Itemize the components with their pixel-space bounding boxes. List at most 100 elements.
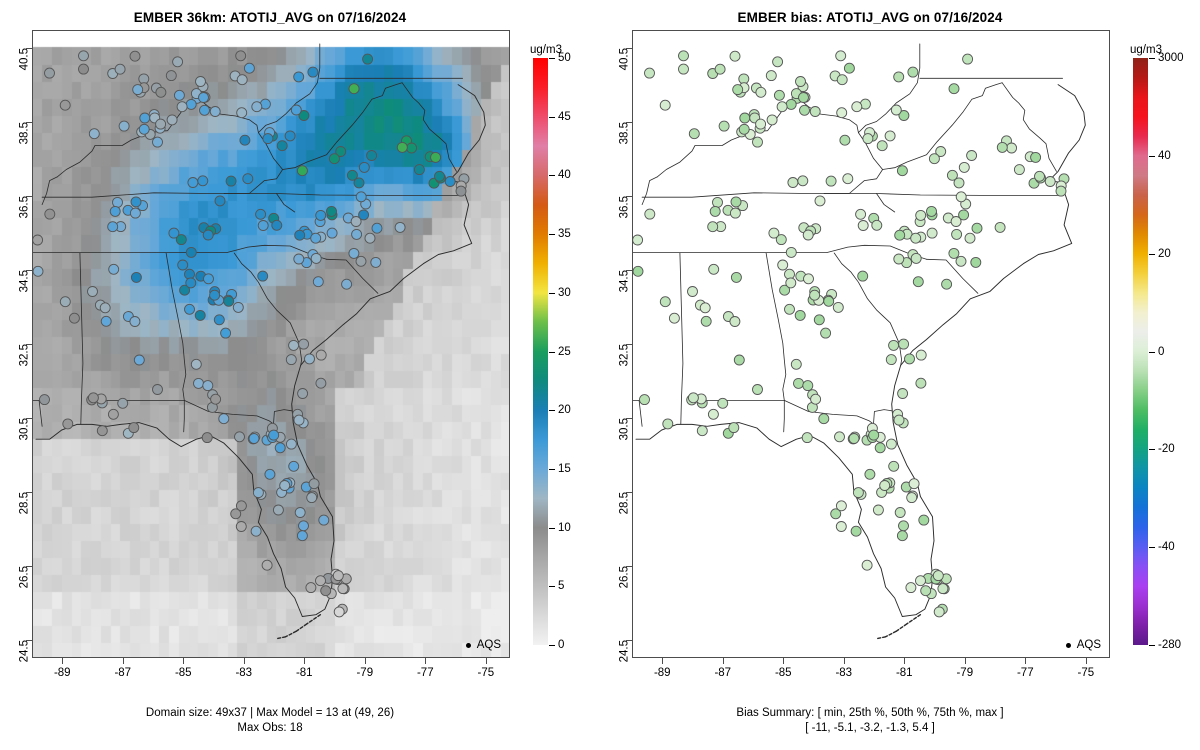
bias-plot-area[interactable]: AQS bbox=[632, 30, 1110, 658]
aqs-bias-marker[interactable] bbox=[851, 101, 863, 113]
aqs-bias-marker[interactable] bbox=[777, 259, 789, 271]
aqs-site-marker[interactable] bbox=[232, 301, 244, 313]
aqs-bias-marker[interactable] bbox=[872, 504, 884, 516]
aqs-site-marker[interactable] bbox=[335, 146, 347, 157]
aqs-site-marker[interactable] bbox=[297, 388, 309, 399]
aqs-bias-marker[interactable] bbox=[730, 271, 742, 283]
aqs-bias-marker[interactable] bbox=[907, 66, 919, 78]
aqs-site-marker[interactable] bbox=[39, 394, 50, 406]
aqs-site-marker[interactable] bbox=[294, 507, 306, 518]
aqs-site-marker[interactable] bbox=[117, 397, 129, 409]
aqs-site-marker[interactable] bbox=[62, 418, 74, 430]
aqs-bias-marker[interactable] bbox=[834, 431, 845, 443]
aqs-site-marker[interactable] bbox=[296, 165, 308, 177]
aqs-site-marker[interactable] bbox=[346, 169, 358, 181]
aqs-bias-marker[interactable] bbox=[933, 606, 945, 618]
aqs-site-marker[interactable] bbox=[172, 56, 184, 68]
aqs-site-marker[interactable] bbox=[285, 354, 297, 366]
aqs-site-marker[interactable] bbox=[293, 71, 305, 83]
aqs-site-marker[interactable] bbox=[332, 570, 344, 582]
aqs-bias-marker[interactable] bbox=[752, 136, 763, 148]
aqs-site-marker[interactable] bbox=[248, 433, 260, 444]
aqs-bias-marker[interactable] bbox=[825, 175, 837, 187]
model-plot-area[interactable]: AQS bbox=[32, 30, 510, 658]
aqs-site-marker[interactable] bbox=[130, 196, 142, 208]
aqs-site-marker[interactable] bbox=[284, 130, 296, 142]
aqs-site-marker[interactable] bbox=[257, 270, 269, 282]
aqs-bias-marker[interactable] bbox=[707, 408, 719, 420]
aqs-site-marker[interactable] bbox=[455, 185, 467, 197]
aqs-bias-marker[interactable] bbox=[842, 173, 854, 185]
aqs-bias-marker[interactable] bbox=[730, 196, 742, 208]
aqs-bias-marker[interactable] bbox=[779, 284, 791, 296]
aqs-bias-marker[interactable] bbox=[739, 112, 751, 124]
aqs-site-marker[interactable] bbox=[318, 514, 330, 526]
aqs-bias-marker[interactable] bbox=[912, 276, 924, 288]
aqs-site-marker[interactable] bbox=[396, 141, 408, 153]
aqs-bias-marker[interactable] bbox=[709, 205, 721, 217]
aqs-bias-marker[interactable] bbox=[861, 559, 873, 571]
aqs-site-marker[interactable] bbox=[33, 234, 44, 246]
aqs-bias-marker[interactable] bbox=[801, 432, 813, 444]
aqs-bias-marker[interactable] bbox=[835, 50, 847, 62]
aqs-site-marker[interactable] bbox=[279, 480, 291, 491]
aqs-site-marker[interactable] bbox=[298, 338, 310, 350]
aqs-site-marker[interactable] bbox=[176, 101, 188, 113]
aqs-site-marker[interactable] bbox=[184, 303, 195, 315]
aqs-site-marker[interactable] bbox=[320, 585, 332, 597]
aqs-site-marker[interactable] bbox=[293, 414, 305, 426]
aqs-bias-marker[interactable] bbox=[633, 234, 644, 246]
aqs-site-marker[interactable] bbox=[293, 253, 305, 265]
aqs-site-marker[interactable] bbox=[108, 263, 120, 275]
aqs-bias-marker[interactable] bbox=[662, 418, 674, 430]
aqs-site-marker[interactable] bbox=[203, 273, 214, 285]
aqs-bias-marker[interactable] bbox=[898, 110, 910, 121]
aqs-bias-marker[interactable] bbox=[888, 339, 900, 351]
aqs-site-marker[interactable] bbox=[351, 228, 363, 240]
aqs-site-marker[interactable] bbox=[413, 164, 425, 176]
aqs-bias-marker[interactable] bbox=[668, 312, 680, 324]
aqs-bias-marker[interactable] bbox=[752, 384, 763, 395]
aqs-bias-marker[interactable] bbox=[633, 265, 644, 277]
aqs-site-marker[interactable] bbox=[251, 101, 263, 113]
aqs-site-marker[interactable] bbox=[285, 438, 297, 450]
aqs-site-marker[interactable] bbox=[165, 70, 177, 82]
aqs-bias-marker[interactable] bbox=[714, 63, 726, 75]
aqs-site-marker[interactable] bbox=[310, 252, 322, 264]
aqs-bias-marker[interactable] bbox=[996, 141, 1008, 153]
aqs-bias-marker[interactable] bbox=[874, 442, 886, 454]
aqs-site-marker[interactable] bbox=[264, 468, 276, 480]
aqs-site-marker[interactable] bbox=[130, 271, 142, 283]
aqs-bias-marker[interactable] bbox=[765, 70, 777, 82]
aqs-site-marker[interactable] bbox=[87, 392, 99, 404]
aqs-site-marker[interactable] bbox=[362, 53, 374, 65]
aqs-site-marker[interactable] bbox=[107, 221, 119, 233]
aqs-bias-marker[interactable] bbox=[966, 150, 978, 161]
aqs-site-marker[interactable] bbox=[355, 255, 367, 267]
aqs-site-marker[interactable] bbox=[214, 195, 226, 207]
aqs-bias-marker[interactable] bbox=[852, 487, 864, 499]
aqs-bias-marker[interactable] bbox=[893, 414, 905, 426]
aqs-bias-marker[interactable] bbox=[904, 353, 915, 365]
aqs-bias-marker[interactable] bbox=[898, 520, 909, 532]
aqs-site-marker[interactable] bbox=[210, 393, 222, 405]
aqs-site-marker[interactable] bbox=[243, 62, 255, 74]
aqs-bias-marker[interactable] bbox=[958, 209, 970, 221]
aqs-site-marker[interactable] bbox=[128, 422, 140, 434]
aqs-site-marker[interactable] bbox=[348, 83, 360, 95]
aqs-site-marker[interactable] bbox=[44, 67, 55, 79]
aqs-site-marker[interactable] bbox=[59, 296, 71, 308]
aqs-site-marker[interactable] bbox=[225, 175, 237, 187]
aqs-site-marker[interactable] bbox=[33, 265, 44, 277]
aqs-site-marker[interactable] bbox=[155, 86, 167, 98]
aqs-bias-marker[interactable] bbox=[802, 229, 814, 241]
aqs-bias-marker[interactable] bbox=[950, 216, 962, 227]
aqs-bias-marker[interactable] bbox=[857, 270, 869, 282]
aqs-site-marker[interactable] bbox=[129, 207, 141, 219]
aqs-bias-marker[interactable] bbox=[885, 354, 897, 366]
aqs-site-marker[interactable] bbox=[185, 246, 197, 258]
aqs-bias-marker[interactable] bbox=[971, 222, 983, 234]
aqs-bias-marker[interactable] bbox=[678, 63, 689, 75]
aqs-bias-marker[interactable] bbox=[926, 227, 938, 239]
aqs-site-marker[interactable] bbox=[166, 114, 178, 126]
